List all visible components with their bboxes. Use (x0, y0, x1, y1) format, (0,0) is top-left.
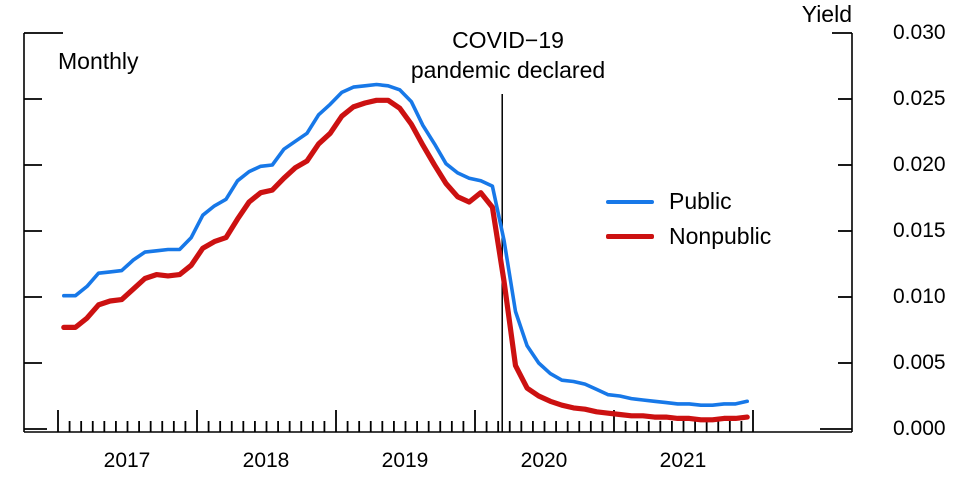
covid-annotation-line2: pandemic declared (410, 57, 606, 83)
x-tick-label: 2020 (520, 449, 568, 472)
legend-label-public: Public (669, 188, 732, 214)
x-tick-label: 2018 (242, 449, 290, 472)
legend-label-nonpublic: Nonpublic (669, 223, 772, 249)
x-tick-label: 2017 (103, 449, 151, 472)
y-tick-label: 0.025 (893, 87, 946, 110)
y-tick-label: 0.020 (893, 153, 946, 176)
legend: Public Nonpublic (606, 184, 771, 254)
legend-item-nonpublic: Nonpublic (606, 219, 771, 254)
y-tick-label: 0.030 (893, 21, 946, 44)
y-axis-title: Yield (801, 1, 852, 27)
y-tick-label: 0.015 (893, 219, 946, 242)
legend-line-nonpublic (606, 234, 654, 239)
legend-item-public: Public (606, 184, 771, 219)
covid-annotation: COVID−19 pandemic declared (377, 25, 639, 85)
y-tick-label: 0.005 (893, 351, 946, 374)
x-tick-label: 2019 (381, 449, 429, 472)
y-tick-label: 0.010 (893, 285, 946, 308)
x-tick-label: 2021 (659, 449, 707, 472)
y-tick-label: 0.000 (893, 417, 946, 440)
frequency-label: Monthly (58, 48, 139, 74)
covid-annotation-line1: COVID−19 (452, 27, 564, 53)
legend-line-public (606, 199, 654, 204)
